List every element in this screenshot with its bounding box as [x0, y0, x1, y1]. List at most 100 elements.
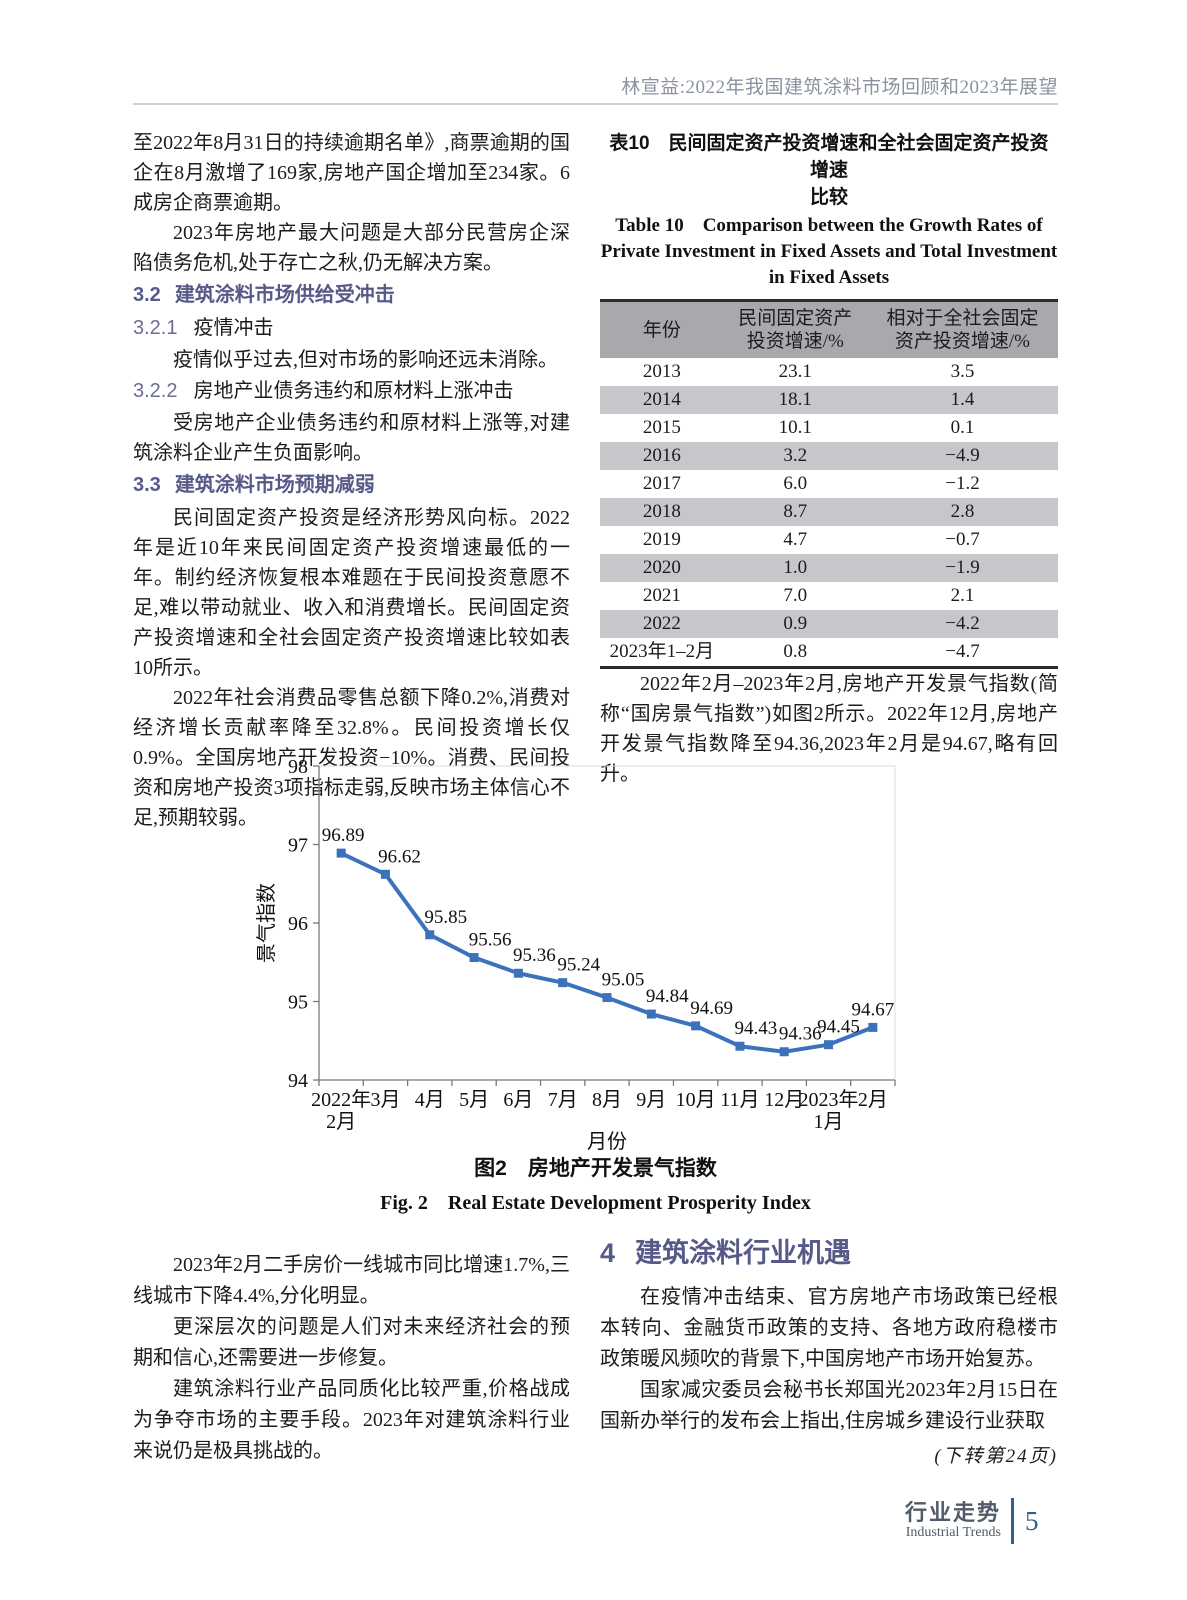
- paragraph: 在疫情冲击结束、官方房地产市场政策已经根本转向、金融货币政策的支持、各地方政府稳…: [600, 1286, 1058, 1370]
- figure2-caption-cn: 图2 房地产开发景气指数: [474, 1157, 717, 1180]
- svg-text:98: 98: [288, 756, 308, 778]
- paragraph: 民间固定资产投资是经济形势风向标。2022年是近10年来民间固定资产投资增速最低…: [133, 507, 570, 679]
- figure2-caption-en: Fig. 2 Real Estate Development Prosperit…: [380, 1192, 811, 1214]
- table-cell: 2.1: [950, 585, 975, 606]
- paragraph: 建筑涂料行业产品同质化比较严重,价格战成为争夺市场的主要手段。2023年对建筑涂…: [133, 1378, 570, 1462]
- section-title: 房地产业债务违约和原材料上涨冲击: [193, 380, 514, 402]
- svg-text:96: 96: [288, 913, 308, 935]
- paragraph: 2023年房地产最大问题是大部分民营房企深陷债务危机,处于存亡之秋,仍无解决方案…: [133, 222, 570, 274]
- bottom-left-column: 2023年2月二手房价一线城市同比增速1.7%,三线城市下降4.4%,分化明显。…: [133, 1250, 570, 1467]
- svg-text:3月: 3月: [370, 1089, 400, 1111]
- bottom-right-column: 4 建筑涂料行业机遇 在疫情冲击结束、官方房地产市场政策已经根本转向、金融货币政策…: [600, 1236, 1058, 1468]
- paragraph: 疫情似乎过去,但对市场的影响还远未消除。: [173, 349, 558, 371]
- table-cell: −1.2: [945, 473, 980, 494]
- svg-text:5月: 5月: [459, 1089, 489, 1111]
- page-footer: 行业走势 Industrial Trends 5: [905, 1498, 1039, 1544]
- svg-text:95: 95: [288, 992, 308, 1014]
- table-cell: 2015: [642, 417, 681, 438]
- section-number: 3.2.1: [133, 317, 178, 339]
- svg-text:95.36: 95.36: [513, 945, 556, 966]
- table10-caption-cn: 表10 民间固定资产投资增速和全社会固定资产投资增速 比较: [609, 133, 1049, 208]
- table-row: 2018 8.7 2.8: [600, 498, 1058, 526]
- svg-text:9月: 9月: [636, 1089, 666, 1111]
- svg-text:2022年: 2022年: [311, 1088, 371, 1111]
- section-title: 建筑涂料行业机遇: [635, 1238, 852, 1268]
- table-cell: 2022: [642, 613, 681, 634]
- svg-text:95.85: 95.85: [424, 907, 467, 928]
- section-heading-3-3: 3.3 建筑涂料市场预期减弱: [133, 470, 570, 501]
- svg-text:景气指数: 景气指数: [255, 883, 278, 963]
- footer-section-name: 行业走势 Industrial Trends: [905, 1501, 1001, 1541]
- table-row: 2016 3.2 −4.9: [600, 442, 1058, 470]
- table-row: 2020 1.0 −1.9: [600, 554, 1058, 582]
- svg-text:6月: 6月: [503, 1089, 533, 1111]
- svg-text:94.45: 94.45: [817, 1017, 860, 1038]
- svg-text:11月: 11月: [720, 1089, 759, 1111]
- table-row: 2017 6.0 −1.2: [600, 470, 1058, 498]
- table10-header: 年份 民间固定资产 投资增速/% 相对于全社会固定 资产投资增速/%: [600, 300, 1058, 358]
- table-cell: 18.1: [778, 389, 812, 410]
- table-cell: 2.8: [950, 501, 975, 522]
- svg-text:94.67: 94.67: [851, 999, 894, 1020]
- table-col-header: 年份: [600, 300, 724, 358]
- table-row: 2015 10.1 0.1: [600, 414, 1058, 442]
- table-col-header: 民间固定资产 投资增速/%: [723, 300, 867, 358]
- svg-text:4月: 4月: [415, 1089, 445, 1111]
- svg-text:2月: 2月: [858, 1089, 888, 1111]
- table-cell: 23.1: [778, 361, 812, 382]
- table-cell: −1.9: [945, 557, 980, 578]
- right-column: 表10 民间固定资产投资增速和全社会固定资产投资增速 比较 Table 10 C…: [600, 130, 1058, 789]
- table-row: 2022 0.9 −4.2: [600, 610, 1058, 638]
- table-cell: 2020: [642, 557, 681, 578]
- prosperity-index-chart: 94 95 96 97 98 2022年 2月 3月 4月 5月 6月 7月 8月 9月 10月 11月 12月…: [253, 752, 933, 1153]
- section-number: 3.2.2: [133, 380, 178, 402]
- svg-text:94.69: 94.69: [690, 998, 733, 1019]
- table-cell: 0.1: [950, 417, 975, 438]
- section-number: 4: [600, 1238, 616, 1268]
- table-cell: 2017: [642, 473, 681, 494]
- table-cell: 2013: [642, 361, 681, 382]
- table-cell: 10.1: [778, 417, 812, 438]
- svg-text:94.43: 94.43: [735, 1018, 778, 1039]
- svg-text:94.84: 94.84: [646, 986, 689, 1007]
- paragraph: 受房地产企业债务违约和原材料上涨等,对建筑涂料企业产生负面影响。: [133, 412, 570, 464]
- section-heading-4: 4 建筑涂料行业机遇: [600, 1236, 1058, 1270]
- running-title: 林宣益:2022年我国建筑涂料市场回顾和2023年展望: [621, 77, 1058, 98]
- table-cell: −0.7: [945, 529, 980, 550]
- table-cell: 2023年1–2月: [609, 641, 715, 662]
- header-rule: [133, 103, 1058, 105]
- table-cell: 2018: [642, 501, 681, 522]
- section-title: 疫情冲击: [193, 317, 274, 339]
- svg-text:96.89: 96.89: [322, 825, 365, 846]
- section-title: 建筑涂料市场供给受冲击: [174, 284, 395, 306]
- table-cell: −4.7: [945, 641, 980, 662]
- svg-text:7月: 7月: [548, 1089, 578, 1111]
- svg-text:2023年: 2023年: [799, 1088, 859, 1111]
- table-col-header: 相对于全社会固定 资产投资增速/%: [866, 300, 1058, 358]
- paragraph: 至2022年8月31日的持续逾期名单》,商票逾期的国企在8月激增了169家,房地…: [133, 132, 570, 214]
- footer-title-cn: 行业走势: [905, 1500, 1002, 1525]
- table-cell: 1.4: [950, 389, 975, 410]
- table-cell: 4.7: [783, 529, 808, 550]
- svg-text:95.05: 95.05: [602, 970, 645, 991]
- section-heading-3-2: 3.2 建筑涂料市场供给受冲击: [133, 280, 570, 311]
- svg-text:8月: 8月: [592, 1089, 622, 1111]
- footer-title-en: Industrial Trends: [905, 1525, 1002, 1540]
- paragraph: 国家减灾委员会秘书长郑国光2023年2月15日在国新办举行的发布会上指出,住房城…: [600, 1379, 1058, 1432]
- table-row: 2013 23.1 3.5: [600, 358, 1058, 386]
- table-cell: 1.0: [783, 557, 808, 578]
- subsection-heading-3-2-1: 3.2.1 疫情冲击: [133, 313, 570, 344]
- paragraph: 更深层次的问题是人们对未来经济社会的预期和信心,还需要进一步修复。: [133, 1316, 570, 1369]
- paragraph: 2022年社会消费品零售总额下降0.2%,消费对经济增长贡献率降至32.8%。民…: [133, 687, 570, 829]
- paragraph: 2023年2月二手房价一线城市同比增速1.7%,三线城市下降4.4%,分化明显。: [133, 1254, 570, 1307]
- table10-body: 2013 23.1 3.5 2014 18.1 1.4 2015 10.1 0.1 2016 3.2…: [600, 358, 1058, 668]
- section-number: 3.3: [133, 474, 161, 496]
- table-cell: 3.5: [950, 361, 975, 382]
- footer-divider-bar: [1011, 1498, 1015, 1544]
- table-row: 2014 18.1 1.4: [600, 386, 1058, 414]
- paragraph: 2022年2月–2023年2月,房地产开发景气指数(简称“国房景气指数”)如图2…: [600, 673, 1058, 785]
- svg-text:94: 94: [288, 1070, 308, 1092]
- table-cell: 2019: [642, 529, 681, 550]
- table-cell: 2014: [642, 389, 681, 410]
- svg-text:1月: 1月: [814, 1111, 844, 1133]
